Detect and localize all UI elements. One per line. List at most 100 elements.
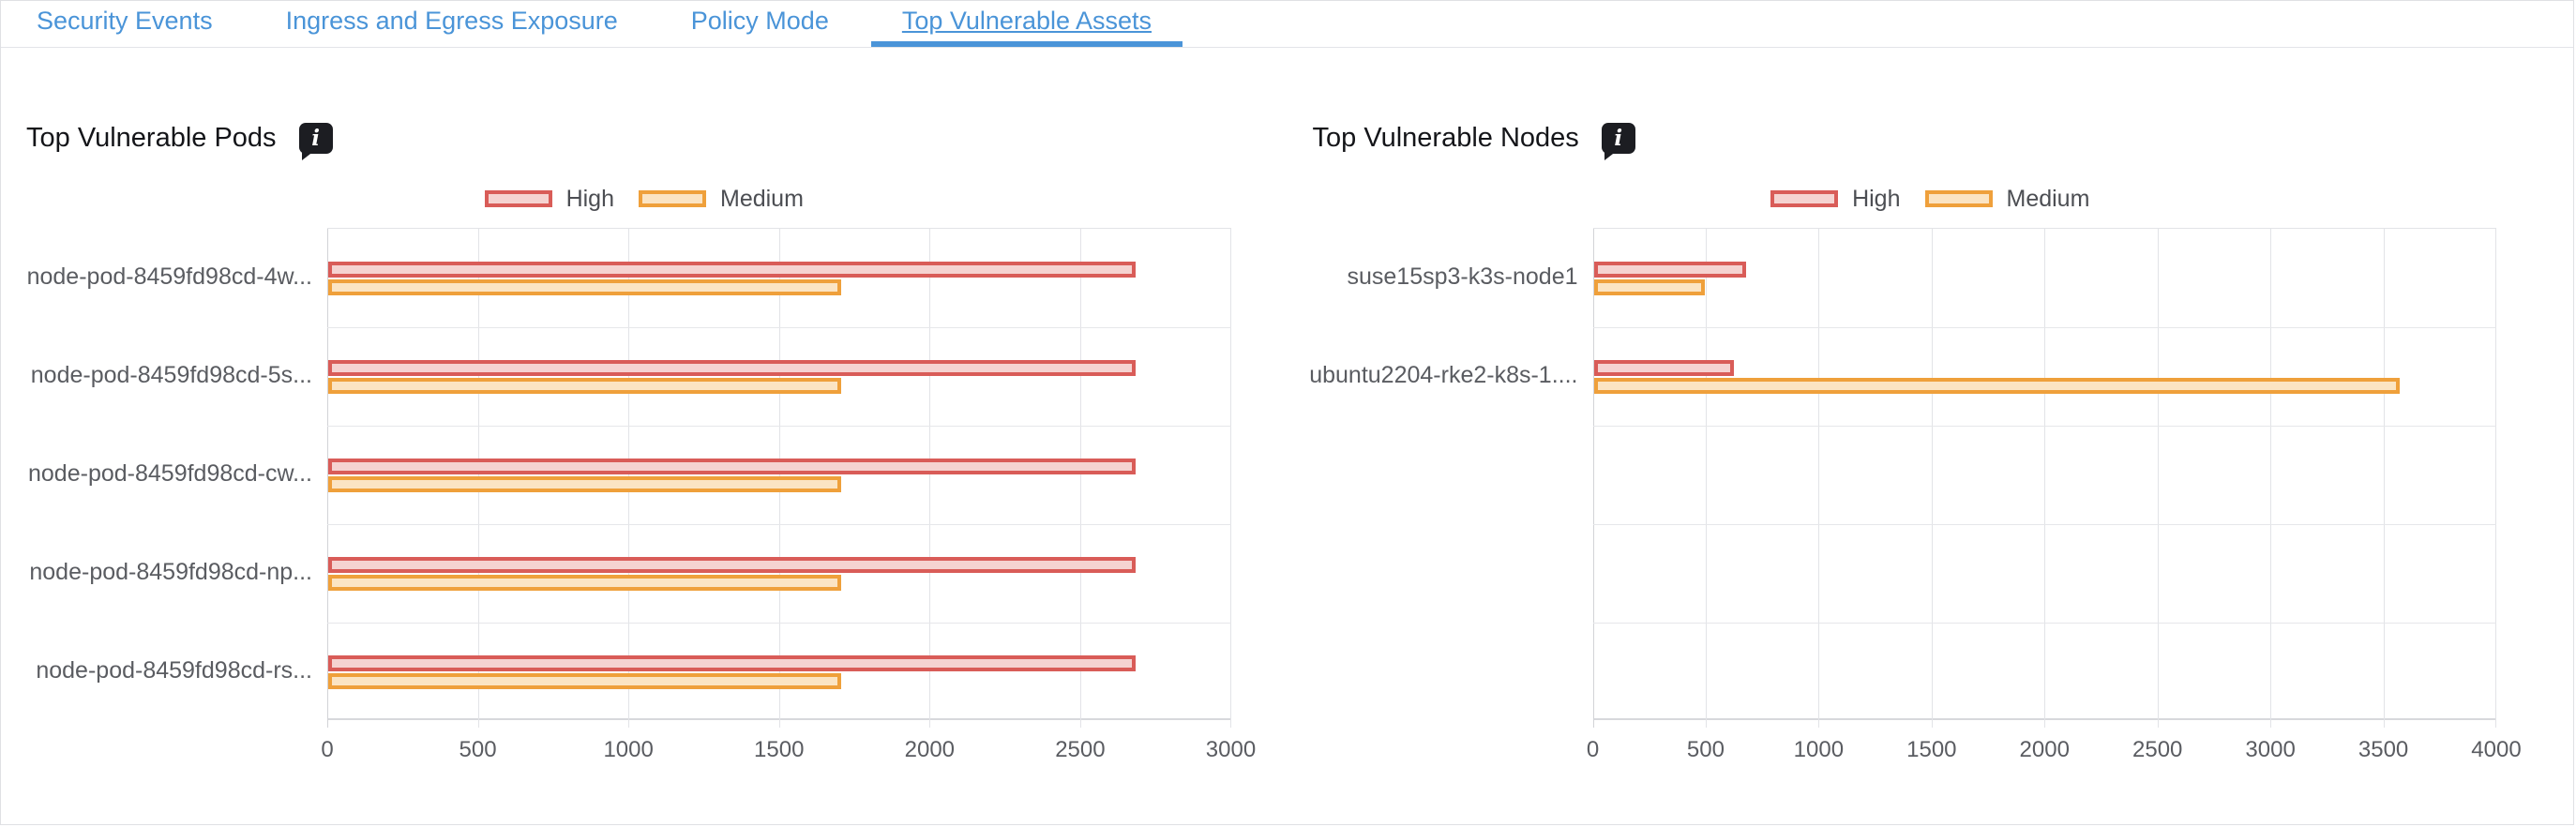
legend-item-high[interactable]: High	[1770, 186, 1901, 213]
x-tick-label: 2500	[1055, 737, 1106, 762]
chart-body: node-pod-8459fd98cd-4w... node-pod-8459fd…	[1, 228, 1288, 769]
row-divider	[327, 426, 1231, 427]
x-tick-label: 3500	[2358, 737, 2409, 762]
bar-group	[1593, 327, 2497, 426]
category-label: node-pod-8459fd98cd-cw...	[1, 425, 327, 523]
row-divider	[327, 623, 1231, 624]
row-divider	[327, 327, 1231, 328]
category-label: node-pod-8459fd98cd-4w...	[1, 228, 327, 326]
chart-legend: High Medium	[1288, 183, 2574, 215]
y-axis-labels: suse15sp3-k3s-node1 ubuntu2204-rke2-k8s-1…	[1288, 228, 1593, 769]
gridline	[2044, 229, 2046, 728]
category-label-text: ubuntu2204-rke2-k8s-1....	[1309, 362, 1578, 388]
x-tick-label: 1500	[1906, 737, 1957, 762]
x-tick-label: 0	[1586, 737, 1600, 762]
high-bar[interactable]	[328, 458, 1137, 474]
bar-group	[328, 327, 1231, 426]
category-label-text: suse15sp3-k3s-node1	[1347, 263, 1578, 290]
x-tick-label: 4000	[2471, 737, 2522, 762]
tab-security-events[interactable]: Security Events	[6, 1, 244, 47]
category-label: node-pod-8459fd98cd-5s...	[1, 326, 327, 425]
category-label-text: node-pod-8459fd98cd-rs...	[36, 657, 312, 684]
row-divider	[1592, 524, 2496, 525]
high-bar[interactable]	[328, 359, 1137, 376]
medium-swatch	[639, 190, 706, 207]
medium-swatch	[1924, 190, 1993, 207]
gridline	[929, 229, 931, 728]
legend-item-high[interactable]: High	[484, 185, 614, 213]
gridline	[2495, 229, 2496, 728]
plot-grid[interactable]	[327, 228, 1231, 728]
top-vulnerable-pods-panel: Top Vulnerable Pods i High Medium node-pod-8…	[1, 48, 1288, 769]
medium-bar[interactable]	[1593, 377, 2401, 394]
x-tick-label: 500	[1686, 737, 1725, 762]
legend-label: Medium	[720, 185, 804, 212]
category-label: node-pod-8459fd98cd-np...	[1, 523, 327, 622]
bar-group	[1593, 229, 2497, 327]
high-bar[interactable]	[328, 556, 1137, 573]
medium-bar[interactable]	[1593, 278, 1706, 295]
tab-label: Policy Mode	[690, 7, 829, 35]
category-label	[1288, 425, 1593, 523]
chart-body: suse15sp3-k3s-node1 ubuntu2204-rke2-k8s-1…	[1288, 228, 2574, 769]
row-divider	[1592, 426, 2496, 427]
medium-bar[interactable]	[328, 377, 841, 394]
category-label: node-pod-8459fd98cd-rs...	[1, 622, 327, 720]
x-tick-label: 500	[459, 737, 497, 762]
plot-area: 0 500 1000 1500 2000 2500 3000	[321, 228, 1256, 769]
tab-policy-mode[interactable]: Policy Mode	[660, 1, 860, 47]
gridline	[2157, 229, 2159, 728]
gridline	[1705, 229, 1707, 728]
x-tick-label: 1000	[603, 737, 654, 762]
x-tick-label: 1500	[754, 737, 805, 762]
medium-bar[interactable]	[328, 574, 841, 591]
legend-label: Medium	[2006, 185, 2090, 212]
tab-label: Security Events	[37, 7, 213, 35]
charts-area: Top Vulnerable Pods i High Medium node-pod-8…	[1, 48, 2573, 769]
x-axis: 0 500 1000 1500 2000 2500 3000	[321, 729, 1256, 769]
category-label	[1288, 523, 1593, 622]
high-bar[interactable]	[1593, 359, 1735, 376]
tab-top-vulnerable-assets[interactable]: Top Vulnerable Assets	[870, 1, 1183, 47]
plot-grid[interactable]	[1592, 228, 2497, 728]
gridline	[1079, 229, 1081, 728]
chart-title: Top Vulnerable Nodes	[1312, 122, 1579, 153]
high-bar[interactable]	[1593, 261, 1746, 278]
category-label: suse15sp3-k3s-node1	[1288, 228, 1593, 326]
high-bar[interactable]	[328, 261, 1137, 278]
medium-bar[interactable]	[328, 278, 841, 295]
gridline	[2270, 229, 2272, 728]
x-axis: 0 500 1000 1500 2000 2500 3000 3500 4000	[1587, 729, 2522, 769]
x-tick-label: 3000	[1205, 737, 1257, 762]
tab-bar: Security Events Ingress and Egress Exposu…	[1, 1, 2573, 48]
chart-legend: High Medium	[1, 183, 1288, 215]
high-bar[interactable]	[328, 654, 1137, 671]
x-tick-label: 3000	[2245, 737, 2296, 762]
info-glyph: i	[311, 125, 320, 151]
row-divider	[1592, 623, 2496, 624]
tab-label: Top Vulnerable Assets	[901, 7, 1152, 35]
category-label-text: node-pod-8459fd98cd-4w...	[26, 263, 312, 290]
bar-group	[328, 426, 1231, 524]
legend-item-medium[interactable]: Medium	[639, 186, 804, 213]
gridline	[1229, 229, 1231, 728]
category-label: ubuntu2204-rke2-k8s-1....	[1288, 326, 1593, 425]
tab-ingress-and-egress-exposure[interactable]: Ingress and Egress Exposure	[255, 1, 649, 47]
chart-header: Top Vulnerable Nodes i	[1312, 121, 2574, 160]
bar-group	[328, 524, 1231, 623]
row-divider	[1592, 327, 2496, 328]
plot-area: 0 500 1000 1500 2000 2500 3000 3500 4000	[1587, 228, 2522, 769]
info-icon[interactable]: i	[1601, 122, 1635, 160]
legend-item-medium[interactable]: Medium	[1924, 185, 2090, 213]
legend-label: High	[565, 185, 614, 212]
bar-group	[328, 229, 1231, 327]
medium-bar[interactable]	[328, 672, 841, 689]
x-tick-label: 2000	[2019, 737, 2070, 762]
y-axis-labels: node-pod-8459fd98cd-4w... node-pod-8459fd…	[1, 228, 327, 769]
info-icon[interactable]: i	[298, 122, 333, 160]
high-swatch	[484, 190, 552, 207]
category-label-text: node-pod-8459fd98cd-cw...	[28, 460, 312, 487]
chart-title: Top Vulnerable Pods	[26, 122, 277, 153]
x-tick-label: 2500	[2132, 737, 2183, 762]
medium-bar[interactable]	[328, 475, 841, 492]
